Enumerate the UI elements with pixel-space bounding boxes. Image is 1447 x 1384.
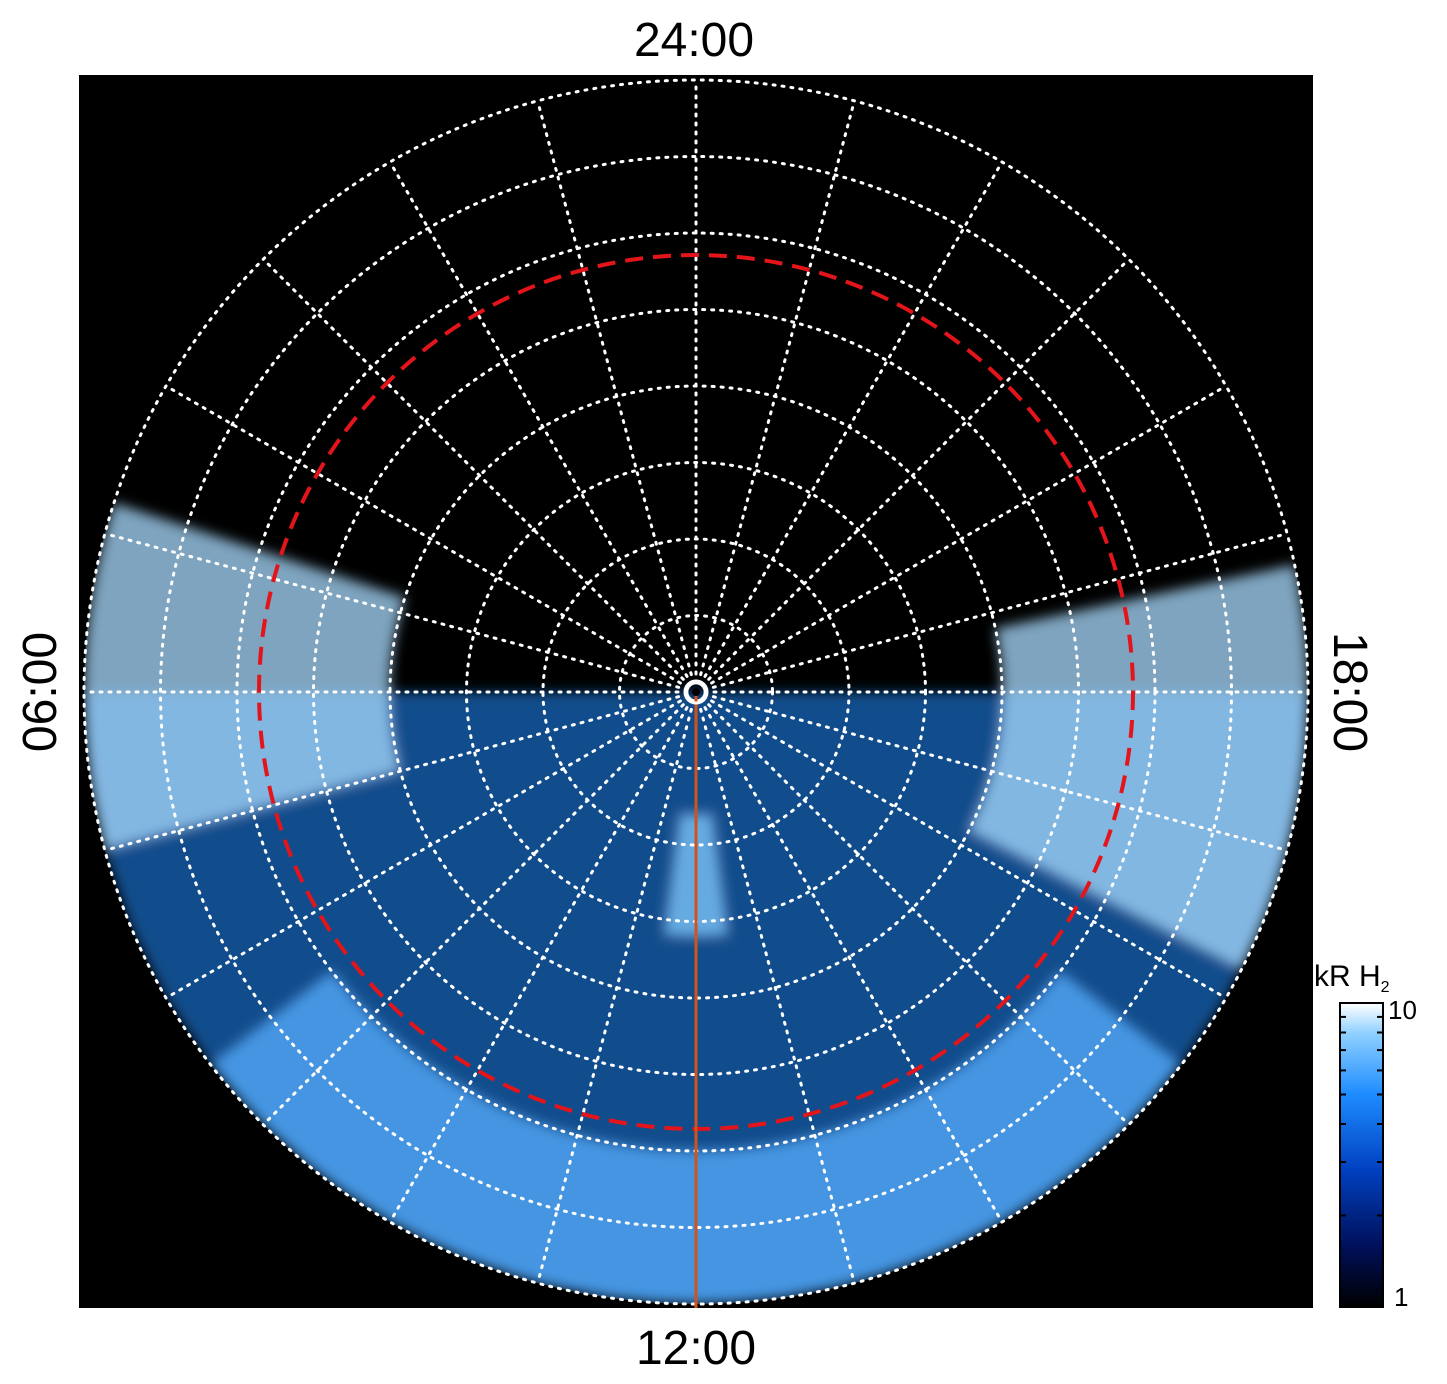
meridian-grid-line (694, 690, 1289, 852)
meridian-grid-line (103, 690, 698, 852)
meridian-grid-line (261, 257, 698, 694)
colatitude-grid-circle (159, 155, 1233, 1229)
meridian-grid-line (694, 690, 1131, 1127)
meridian-grid-line (694, 690, 856, 1285)
meridian-grid-line (694, 160, 1004, 694)
meridian-grid-line (694, 257, 1131, 694)
local-time-label-right: 18:00 (1323, 632, 1376, 752)
colorbar-ticks (1340, 1002, 1383, 1308)
meridian-grid-line (261, 690, 698, 1127)
meridian-grid-line (694, 99, 856, 694)
emission-region (210, 971, 1182, 1304)
meridian-grid-line (388, 690, 698, 1224)
colorbar-gradient (1339, 1002, 1384, 1308)
colorbar-title-main: kR H (1314, 960, 1381, 993)
colorbar-title: kR H2 (1314, 960, 1390, 996)
colatitude-grid-circle (82, 78, 1310, 1306)
colorbar-min-label: 1 (1394, 1282, 1408, 1312)
meridian-grid-line (694, 384, 1228, 694)
meridian-grid-line (536, 99, 698, 694)
colatitude-grid-circle (312, 308, 1080, 1076)
meridian-grid-line (694, 690, 1228, 1000)
colorbar-title-sub: 2 (1381, 979, 1390, 996)
pole-marker (683, 679, 709, 705)
emission-region (968, 564, 1308, 970)
local-time-label-left: 06:00 (14, 632, 67, 752)
colorbar-max-label: 10 (1388, 995, 1417, 1025)
local-time-label-top: 24:00 (634, 14, 754, 67)
local-time-label-bottom: 12:00 (636, 1322, 756, 1375)
meridian-grid-line (694, 532, 1289, 694)
meridian-grid-line (164, 384, 698, 694)
meridian-grid-line (388, 160, 698, 694)
colorbar: kR H2 10 1 (1314, 960, 1417, 1312)
meridian-grid-line (694, 690, 1004, 1224)
pole-marker-center (692, 688, 700, 696)
meridian-grid-line (103, 532, 698, 694)
meridian-grid-line (164, 690, 698, 1000)
meridian-grid-line (536, 690, 698, 1285)
